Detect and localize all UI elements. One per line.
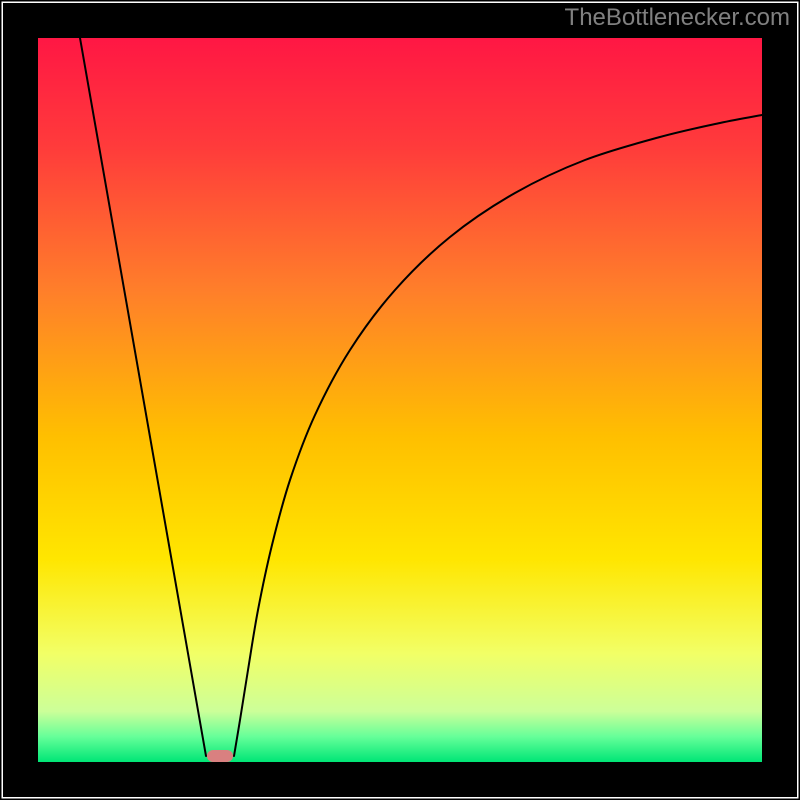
bottleneck-chart: [0, 0, 800, 800]
watermark-text: TheBottlenecker.com: [565, 4, 790, 32]
chart-container: TheBottlenecker.com: [0, 0, 800, 800]
